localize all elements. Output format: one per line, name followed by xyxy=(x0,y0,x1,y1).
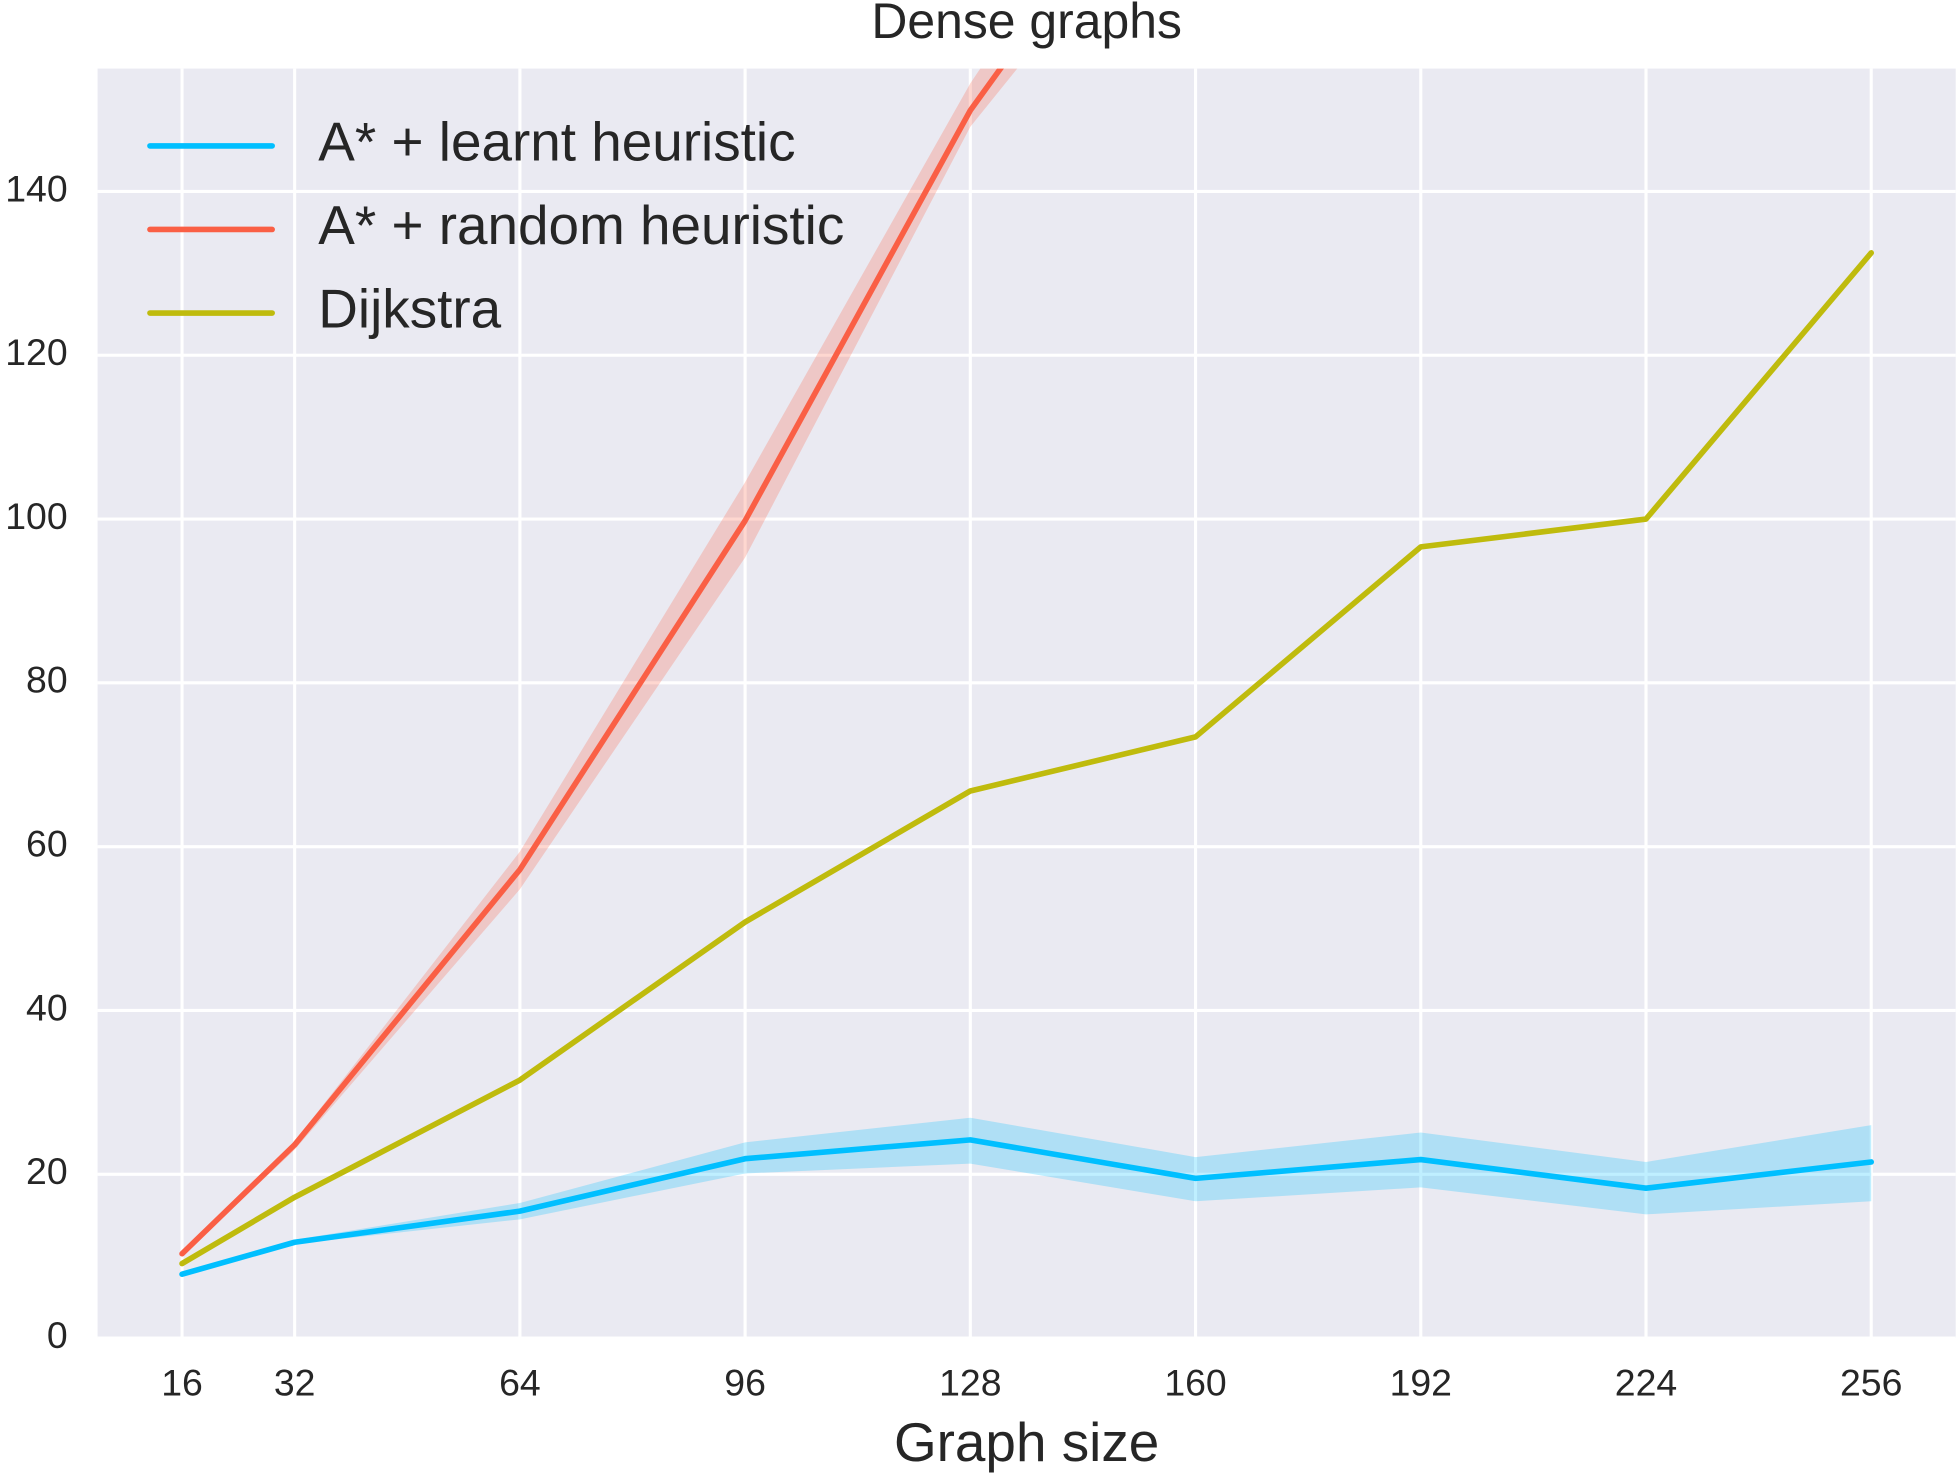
x-tick-label: 256 xyxy=(1840,1361,1902,1403)
x-axis-label: Graph size xyxy=(894,1411,1159,1473)
y-tick-label: 40 xyxy=(26,986,68,1028)
chart-title: Dense graphs xyxy=(871,0,1182,49)
x-tick-label: 128 xyxy=(939,1361,1001,1403)
y-tick-label: 80 xyxy=(26,659,68,701)
x-tick-label: 160 xyxy=(1164,1361,1226,1403)
x-tick-label: 224 xyxy=(1615,1361,1677,1403)
legend-label: A* + learnt heuristic xyxy=(318,110,795,172)
y-tick-label: 20 xyxy=(26,1150,68,1192)
x-tick-label: 32 xyxy=(274,1361,316,1403)
series-line xyxy=(179,1137,1875,1278)
error-band xyxy=(182,1117,1872,1277)
x-tick-label: 64 xyxy=(499,1361,541,1403)
legend-label: A* + random heuristic xyxy=(318,194,844,256)
series-line xyxy=(179,250,1875,1267)
x-tick-label: 16 xyxy=(161,1361,203,1403)
x-tick-label: 96 xyxy=(724,1361,766,1403)
y-tick-label: 60 xyxy=(26,823,68,865)
error-band xyxy=(182,68,1018,1257)
y-tick-label: 0 xyxy=(47,1314,68,1356)
legend-label: Dijkstra xyxy=(318,278,501,340)
y-tick-label: 120 xyxy=(5,331,67,373)
x-tick-label: 192 xyxy=(1390,1361,1452,1403)
y-tick-label: 100 xyxy=(5,495,67,537)
series-line xyxy=(179,68,1004,1257)
y-tick-label: 140 xyxy=(5,167,67,209)
